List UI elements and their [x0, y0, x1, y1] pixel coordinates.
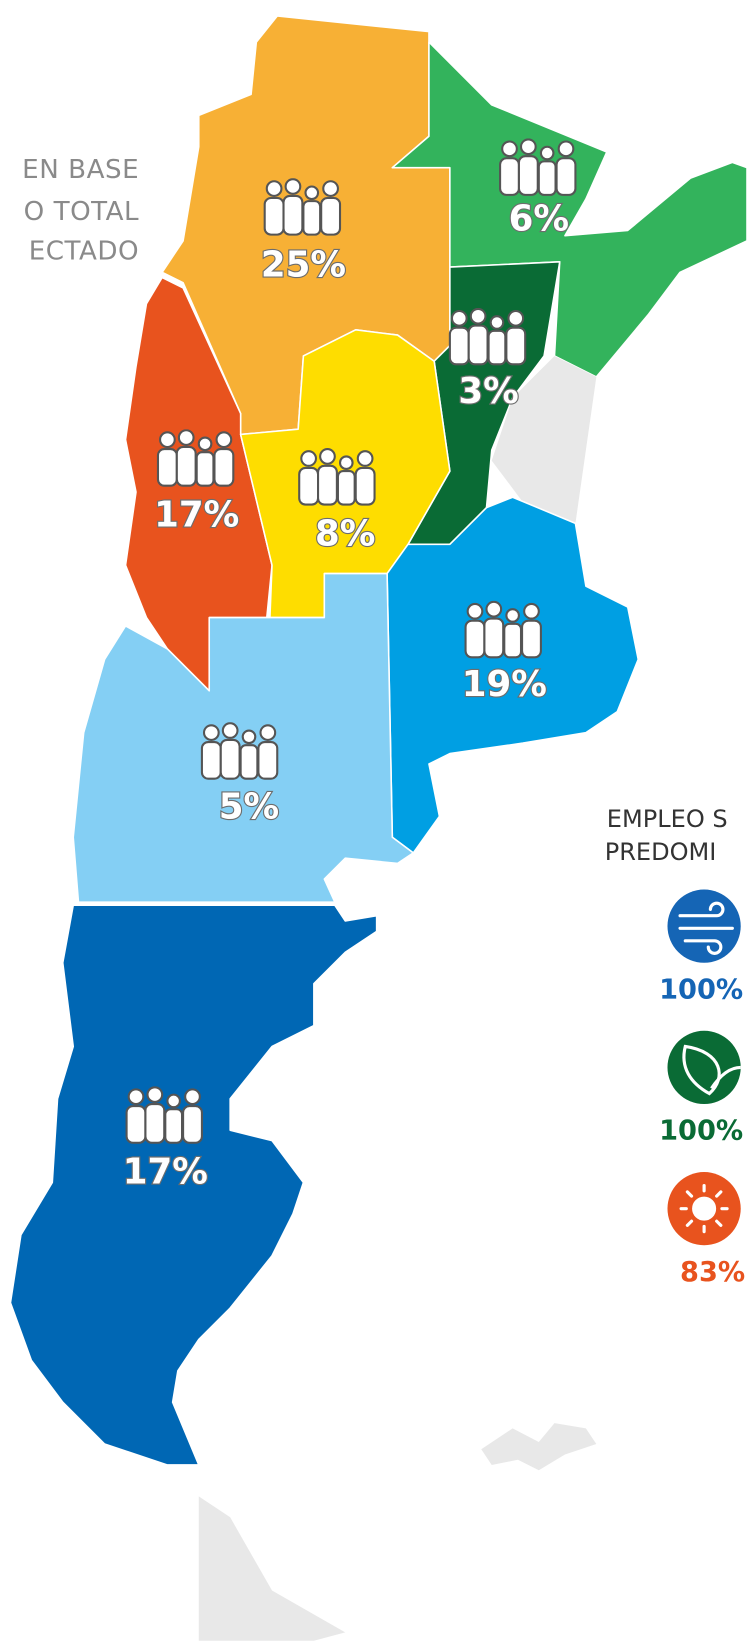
region-percent: 25% [261, 244, 346, 285]
intro-line: EN BASE [22, 155, 139, 185]
leaf-glyph [682, 1044, 741, 1096]
region-percent: 19% [462, 664, 547, 705]
region-buenos-aires [386, 496, 639, 854]
intro-line: ECTADO [29, 237, 139, 267]
legend-value: 100% [659, 1116, 743, 1147]
legend: EMPLEO S PREDOMI 100% 100% 83% [605, 805, 745, 1288]
islands [481, 1423, 597, 1471]
legend-title: EMPLEO S [607, 805, 728, 833]
region-percent: 17% [123, 1152, 208, 1193]
legend-value: 100% [659, 974, 743, 1005]
leaf-icon [667, 1030, 741, 1105]
region-tierra-del-fuego [198, 1496, 346, 1641]
wind-glyph [678, 901, 734, 955]
region-percent: 8% [315, 513, 375, 554]
region-percent: 6% [509, 198, 569, 239]
wind-icon [667, 889, 741, 963]
legend-value: 83% [680, 1257, 745, 1288]
legend-title: PREDOMI [605, 838, 717, 866]
region-patagonia-sur [9, 904, 378, 1466]
region-percent: 17% [154, 495, 239, 536]
region-nea [391, 41, 747, 378]
region-labels: 25% 6% 3% 17% 8% 19% 5% 17% [122, 138, 577, 1194]
region-percent: 3% [458, 371, 518, 412]
intro-line: O TOTAL [24, 197, 139, 227]
region-gray [491, 355, 597, 524]
sun-glyph [679, 1184, 729, 1234]
region-percent: 5% [219, 786, 279, 827]
